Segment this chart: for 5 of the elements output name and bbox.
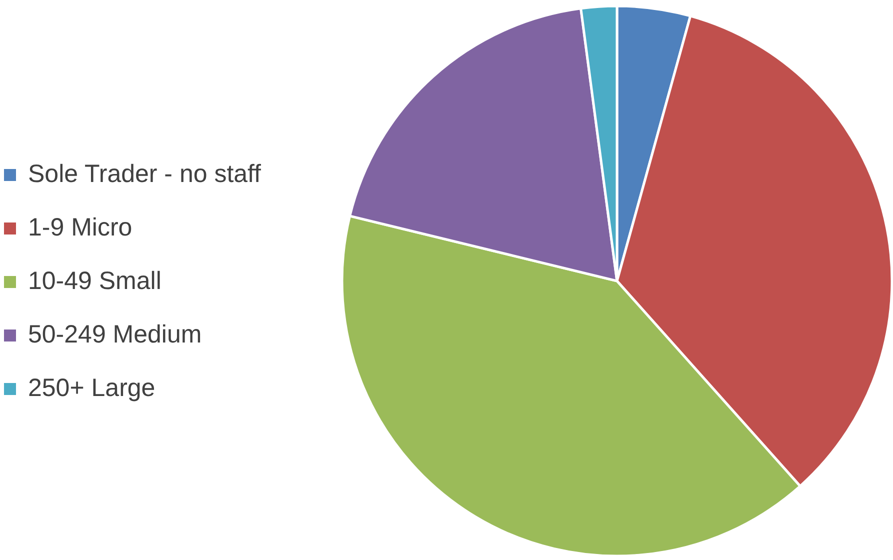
legend-label: Sole Trader - no staff <box>28 160 262 188</box>
legend-label: 1-9 Micro <box>28 214 132 242</box>
legend-label: 10-49 Small <box>28 267 162 295</box>
legend-label: 250+ Large <box>28 374 156 402</box>
legend-label: 50-249 Medium <box>28 320 202 348</box>
